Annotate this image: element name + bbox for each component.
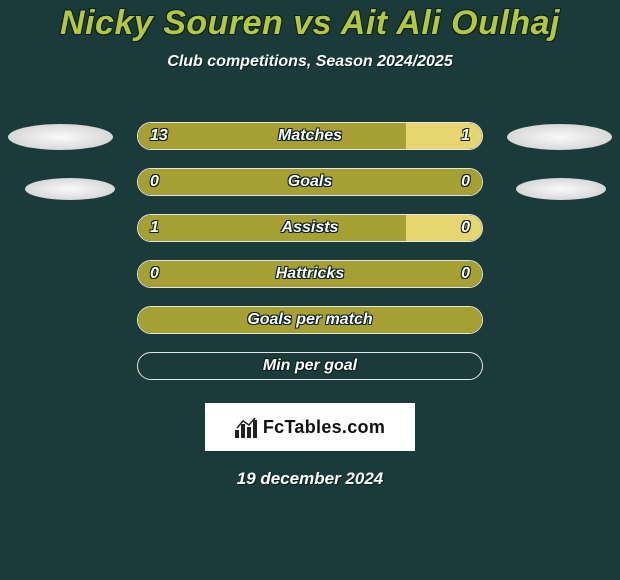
bar-track: 0 Goals 0 [137,168,483,196]
date-label: 19 december 2024 [0,469,620,489]
stat-row-matches: 13 Matches 1 [0,113,620,159]
stats-chart: 13 Matches 1 0 Goals 0 1 Assists 0 [0,113,620,389]
stat-label: Goals per match [138,311,482,329]
fctables-logo-text: FcTables.com [263,417,385,438]
bar-track: 0 Hattricks 0 [137,260,483,288]
stat-row-hattricks: 0 Hattricks 0 [0,251,620,297]
bar-track: 13 Matches 1 [137,122,483,150]
stat-row-min-per-goal: Min per goal [0,343,620,389]
stat-row-assists: 1 Assists 0 [0,205,620,251]
stat-label: Assists [138,219,482,237]
fctables-logo: FcTables.com [205,403,415,451]
stat-value-right: 0 [461,173,470,191]
bar-track: 1 Assists 0 [137,214,483,242]
stat-value-right: 1 [461,127,470,145]
stat-value-right: 0 [461,219,470,237]
bar-track: Goals per match [137,306,483,334]
fctables-logo-icon [235,416,257,438]
comparison-infographic: Nicky Souren vs Ait Ali Oulhaj Club comp… [0,0,620,489]
stat-label: Goals [138,173,482,191]
stat-row-goals: 0 Goals 0 [0,159,620,205]
page-title: Nicky Souren vs Ait Ali Oulhaj [0,4,620,43]
stat-label: Min per goal [138,357,482,375]
bar-track: Min per goal [137,352,483,380]
stat-row-goals-per-match: Goals per match [0,297,620,343]
stat-label: Hattricks [138,265,482,283]
subtitle: Club competitions, Season 2024/2025 [0,53,620,71]
stat-value-right: 0 [461,265,470,283]
stat-label: Matches [138,127,482,145]
